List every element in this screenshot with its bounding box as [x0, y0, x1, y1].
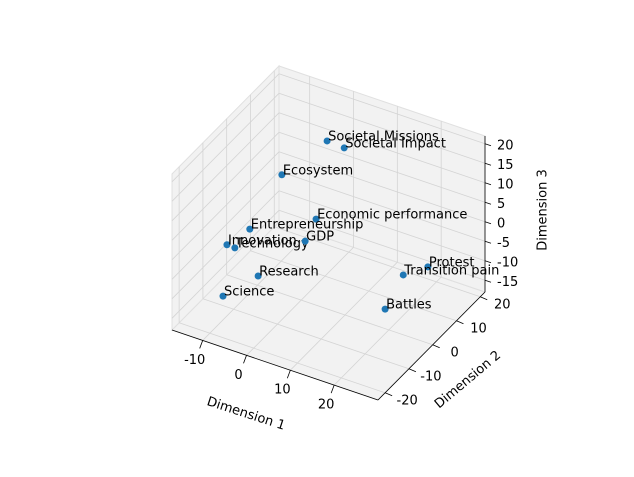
x-tick [330, 384, 335, 394]
z-tick [484, 260, 492, 264]
z-tick-label: 10 [497, 177, 514, 192]
y-tick-label: 20 [494, 297, 511, 312]
x-axis [171, 329, 379, 401]
z-tick-label: -15 [497, 275, 518, 290]
z-tick-label: 0 [497, 216, 505, 231]
z-tick [484, 182, 492, 186]
x-tick-label: 10 [274, 383, 291, 398]
point-label: Battles [386, 298, 432, 313]
grid-line [278, 131, 486, 203]
point [231, 244, 239, 252]
grid-line [171, 210, 280, 319]
grid-line [171, 132, 280, 241]
point [219, 292, 227, 300]
grid-line [171, 151, 280, 261]
x-tick [199, 340, 204, 349]
grid-line [278, 209, 486, 281]
z-tick [484, 143, 492, 147]
z-tick-label: -5 [497, 236, 510, 251]
x-axis-label: Dimension 1 [205, 394, 287, 433]
panels [171, 64, 492, 401]
grid-line [278, 170, 486, 242]
z-axis-label: Dimension 3 [536, 169, 551, 251]
grid-line [278, 73, 486, 145]
x-tick-label: 20 [318, 398, 335, 413]
point-label: Technology [235, 236, 309, 251]
point [254, 272, 262, 280]
grid-line [246, 247, 354, 356]
grid-line [171, 93, 280, 202]
point [312, 215, 320, 223]
y-tick-label: -10 [420, 369, 441, 384]
point-label: Protest [429, 255, 475, 270]
z-tick [484, 240, 492, 244]
grid-line [274, 226, 481, 298]
z-tick [484, 201, 492, 205]
y-tick [456, 320, 464, 325]
grid-line [250, 250, 457, 322]
y-tick [408, 368, 417, 373]
y-tick [384, 392, 393, 397]
point-label: Innovation [228, 233, 297, 248]
z-tick-label: 15 [497, 158, 514, 173]
grid-line [290, 261, 398, 371]
grid-line [179, 322, 386, 394]
x-tick [286, 370, 291, 379]
point [278, 171, 286, 179]
point-label: Societal Impact [345, 136, 446, 151]
z-tick-label: -10 [497, 255, 518, 270]
grid-line [202, 298, 410, 370]
grid-line [333, 276, 442, 386]
point [246, 225, 254, 233]
point-label: Research [259, 264, 319, 279]
z-tick [484, 162, 492, 166]
point-label: Societal Missions [328, 129, 439, 144]
point-label: GDP [306, 230, 334, 245]
point [381, 305, 389, 313]
y-tick-label: -20 [397, 393, 418, 408]
grid-line [226, 274, 433, 346]
z-tick [484, 221, 492, 225]
grid-line [278, 190, 486, 262]
grid-line [278, 92, 486, 164]
grid-line [202, 232, 310, 341]
grid-line [278, 151, 486, 223]
y-tick-label: 10 [470, 321, 487, 336]
point [323, 137, 331, 145]
y-axis-label: Dimension 2 [432, 348, 504, 412]
point [399, 271, 407, 279]
y-tick-label: 0 [451, 345, 459, 360]
point-label: Entrepreneurship [251, 218, 364, 233]
grid-line [278, 112, 486, 184]
z-tick-label: 20 [497, 138, 514, 153]
x-tick-label: -10 [184, 353, 205, 368]
point-label: Science [224, 285, 274, 300]
point-label: Economic performance [317, 208, 467, 223]
point [340, 144, 348, 152]
point-label: Transition pain [403, 263, 499, 278]
point-label: Ecosystem [283, 163, 353, 178]
grid-line [171, 171, 280, 280]
point [424, 263, 432, 271]
y-axis [377, 291, 486, 401]
z-tick-label: 5 [497, 197, 505, 212]
y-tick [432, 344, 440, 349]
z-tick [484, 279, 492, 283]
y-tick [480, 296, 488, 301]
grid-line [171, 73, 280, 183]
x-tick [243, 355, 247, 364]
grid-line [171, 112, 280, 222]
x-tick-label: 0 [234, 368, 242, 383]
point [301, 237, 309, 245]
point [223, 241, 231, 249]
